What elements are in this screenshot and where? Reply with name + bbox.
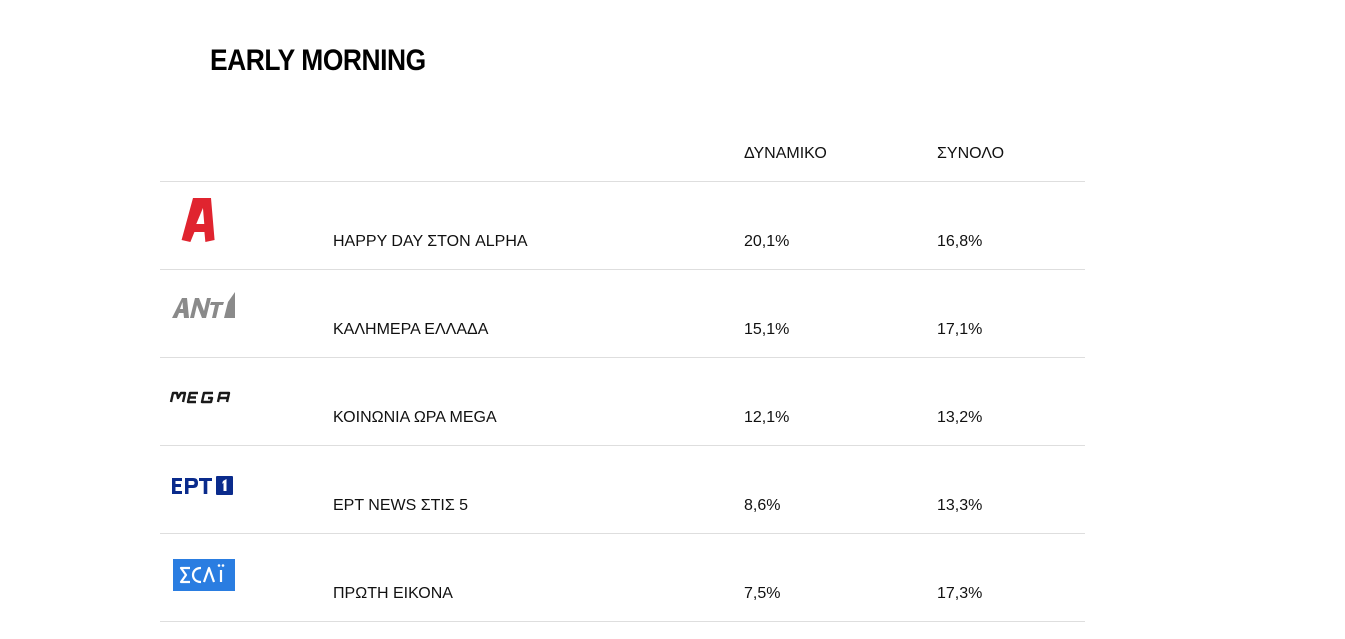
table-row: ΠΡΩΤΗ ΕΙΚΟΝΑ 7,5% 17,3% (160, 534, 1085, 622)
dynamic-share: 12,1% (744, 409, 790, 426)
total-share: 13,2% (937, 409, 983, 426)
mega-logo-icon (168, 372, 238, 422)
alpha-logo-icon (168, 196, 238, 246)
show-name: ΚΟΙΝΩΝΙΑ ΩΡΑ MEGA (333, 409, 497, 426)
table-row: ΕΡΤ NEWS ΣΤΙΣ 5 8,6% 13,3% (160, 446, 1085, 534)
ert1-logo-icon (168, 460, 238, 510)
total-share: 17,1% (937, 321, 983, 338)
show-name: ΚΑΛΗΜΕΡΑ ΕΛΛΑΔΑ (333, 321, 489, 338)
table-row: HAPPY DAY ΣΤΟΝ ALPHA 20,1% 16,8% (160, 182, 1085, 270)
ant1-logo-icon (168, 284, 238, 334)
dynamic-share: 7,5% (744, 585, 781, 602)
show-name: ΠΡΩΤΗ ΕΙΚΟΝΑ (333, 585, 453, 602)
ratings-table: ΔΥΝΑΜΙΚΟ ΣΥΝΟΛΟ HAPPY DAY ΣΤΟΝ ALPHA 20,… (160, 124, 1085, 622)
show-name: HAPPY DAY ΣΤΟΝ ALPHA (333, 233, 528, 250)
table-row: ΚΟΙΝΩΝΙΑ ΩΡΑ MEGA 12,1% 13,2% (160, 358, 1085, 446)
table-header: ΔΥΝΑΜΙΚΟ ΣΥΝΟΛΟ (160, 124, 1085, 182)
dynamic-share: 15,1% (744, 321, 790, 338)
column-header-dynamic: ΔΥΝΑΜΙΚΟ (744, 145, 827, 162)
table-row: ΚΑΛΗΜΕΡΑ ΕΛΛΑΔΑ 15,1% 17,1% (160, 270, 1085, 358)
section-title: EARLY MORNING (210, 44, 426, 77)
total-share: 17,3% (937, 585, 983, 602)
skai-logo-icon (168, 548, 238, 598)
total-share: 13,3% (937, 497, 983, 514)
dynamic-share: 8,6% (744, 497, 781, 514)
dynamic-share: 20,1% (744, 233, 790, 250)
column-header-total: ΣΥΝΟΛΟ (937, 145, 1005, 162)
show-name: ΕΡΤ NEWS ΣΤΙΣ 5 (333, 497, 469, 514)
total-share: 16,8% (937, 233, 983, 250)
